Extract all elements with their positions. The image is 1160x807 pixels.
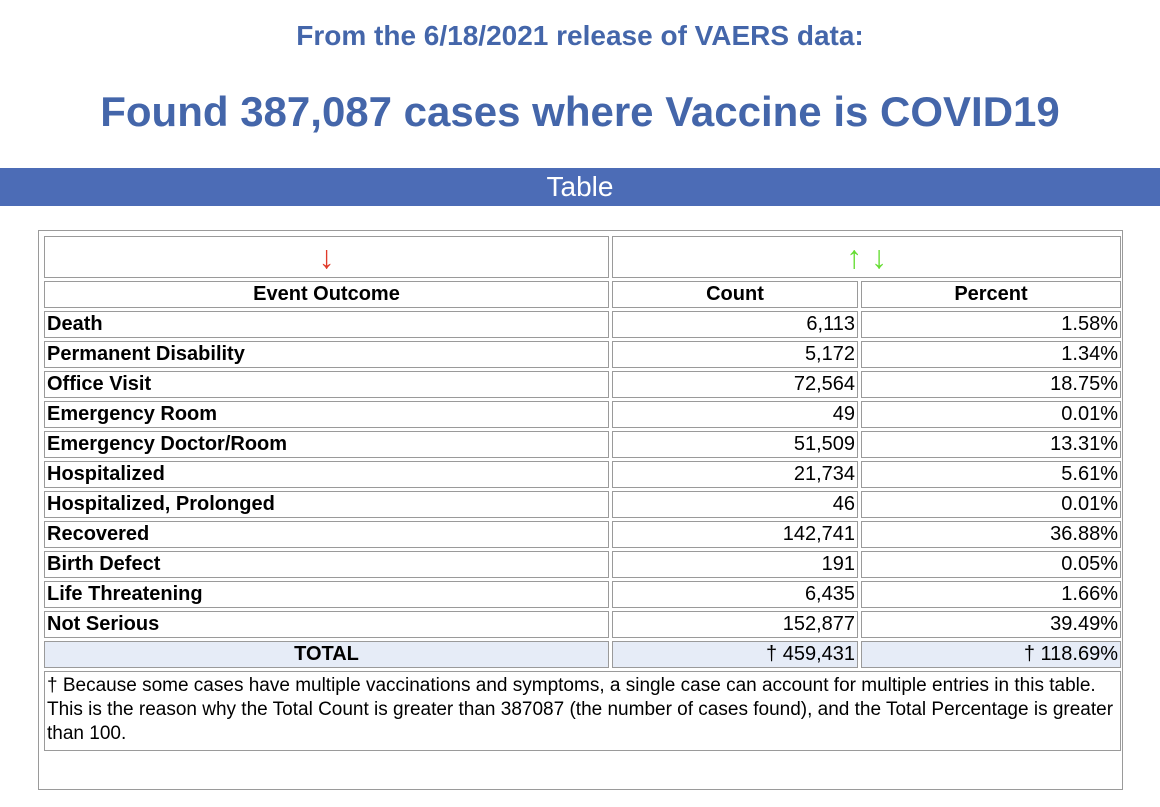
count-cell: 6,113 [612, 311, 858, 338]
count-cell: 49 [612, 401, 858, 428]
event-outcome-cell: Emergency Room [44, 401, 609, 428]
event-outcome-cell: Hospitalized [44, 461, 609, 488]
percent-cell: 5.61% [861, 461, 1122, 488]
table-row: Not Serious 152,877 39.49% [44, 611, 1122, 638]
column-header-count: Count [612, 281, 858, 308]
sort-row: ↓ ↑ ↓ [44, 236, 1122, 278]
release-subtitle: From the 6/18/2021 release of VAERS data… [296, 20, 864, 51]
event-outcome-cell: Office Visit [44, 371, 609, 398]
total-count-cell: † 459,431 [612, 641, 858, 668]
percent-cell: 1.66% [861, 581, 1122, 608]
event-outcome-cell: Life Threatening [44, 581, 609, 608]
percent-cell: 13.31% [861, 431, 1122, 458]
column-header-event-outcome: Event Outcome [44, 281, 609, 308]
percent-cell: 1.34% [861, 341, 1122, 368]
sort-up-arrow-icon[interactable]: ↑ [846, 239, 863, 275]
total-row: TOTAL † 459,431 † 118.69% [44, 641, 1122, 668]
percent-cell: 0.01% [861, 401, 1122, 428]
section-header-table: Table [0, 168, 1160, 206]
results-table-container: ↓ ↑ ↓ Event Outcome Count Percent Death 6… [38, 230, 1123, 790]
count-cell: 72,564 [612, 371, 858, 398]
percent-cell: 39.49% [861, 611, 1122, 638]
event-outcome-cell: Hospitalized, Prolonged [44, 491, 609, 518]
percent-cell: 1.58% [861, 311, 1122, 338]
count-cell: 152,877 [612, 611, 858, 638]
event-outcome-cell: Permanent Disability [44, 341, 609, 368]
event-outcome-cell: Not Serious [44, 611, 609, 638]
event-outcome-cell: Birth Defect [44, 551, 609, 578]
percent-cell: 0.05% [861, 551, 1122, 578]
table-row: Death 6,113 1.58% [44, 311, 1122, 338]
percent-cell: 36.88% [861, 521, 1122, 548]
count-cell: 21,734 [612, 461, 858, 488]
table-row: Life Threatening 6,435 1.66% [44, 581, 1122, 608]
event-outcome-cell: Recovered [44, 521, 609, 548]
sort-down-arrow-icon[interactable]: ↓ [870, 239, 887, 275]
results-table: ↓ ↑ ↓ Event Outcome Count Percent Death 6… [41, 233, 1124, 754]
sort-cell-event-outcome: ↓ [44, 236, 609, 278]
event-outcome-cell: Death [44, 311, 609, 338]
sort-cell-count: ↑ ↓ [612, 236, 1122, 278]
table-row: Hospitalized, Prolonged 46 0.01% [44, 491, 1122, 518]
column-header-percent: Percent [861, 281, 1122, 308]
total-label-cell: TOTAL [44, 641, 609, 668]
count-cell: 46 [612, 491, 858, 518]
table-row: Hospitalized 21,734 5.61% [44, 461, 1122, 488]
count-cell: 191 [612, 551, 858, 578]
table-row: Recovered 142,741 36.88% [44, 521, 1122, 548]
table-row: Office Visit 72,564 18.75% [44, 371, 1122, 398]
count-cell: 6,435 [612, 581, 858, 608]
count-cell: 51,509 [612, 431, 858, 458]
percent-cell: 0.01% [861, 491, 1122, 518]
total-percent-cell: † 118.69% [861, 641, 1122, 668]
count-cell: 5,172 [612, 341, 858, 368]
table-header-row: Event Outcome Count Percent [44, 281, 1122, 308]
table-row: Emergency Room 49 0.01% [44, 401, 1122, 428]
sort-down-arrow-icon[interactable]: ↓ [318, 239, 335, 275]
table-row: Permanent Disability 5,172 1.34% [44, 341, 1122, 368]
event-outcome-cell: Emergency Doctor/Room [44, 431, 609, 458]
footnote-row: † Because some cases have multiple vacci… [44, 671, 1122, 751]
table-footnote: † Because some cases have multiple vacci… [44, 671, 1122, 751]
page-title: Found 387,087 cases where Vaccine is COV… [100, 88, 1060, 135]
count-cell: 142,741 [612, 521, 858, 548]
table-row: Birth Defect 191 0.05% [44, 551, 1122, 578]
percent-cell: 18.75% [861, 371, 1122, 398]
table-row: Emergency Doctor/Room 51,509 13.31% [44, 431, 1122, 458]
